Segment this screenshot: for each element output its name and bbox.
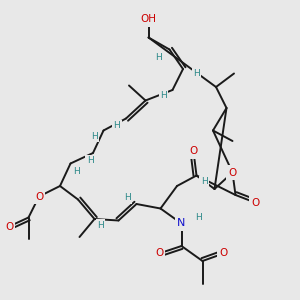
- Text: O: O: [189, 146, 198, 157]
- Text: O: O: [35, 191, 43, 202]
- Text: H: H: [160, 92, 167, 100]
- Text: H: H: [114, 122, 120, 130]
- Text: OH: OH: [140, 14, 157, 25]
- Text: O: O: [251, 197, 259, 208]
- Text: O: O: [219, 248, 228, 259]
- Text: N: N: [177, 218, 186, 229]
- Text: O: O: [5, 221, 13, 232]
- Text: H: H: [73, 167, 80, 176]
- Text: H: H: [124, 194, 131, 202]
- Text: H: H: [97, 220, 104, 230]
- Text: H: H: [156, 52, 162, 62]
- Text: H: H: [91, 132, 98, 141]
- Text: H: H: [87, 156, 93, 165]
- Text: H: H: [195, 213, 201, 222]
- Text: O: O: [228, 167, 237, 178]
- Text: H: H: [201, 177, 207, 186]
- Text: O: O: [155, 248, 163, 259]
- Text: H: H: [193, 69, 200, 78]
